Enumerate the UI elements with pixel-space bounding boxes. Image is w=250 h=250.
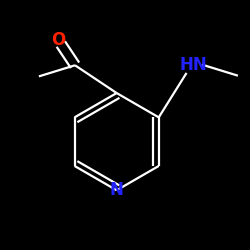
Text: O: O <box>51 31 66 49</box>
Text: HN: HN <box>180 56 207 74</box>
Text: N: N <box>110 181 124 199</box>
